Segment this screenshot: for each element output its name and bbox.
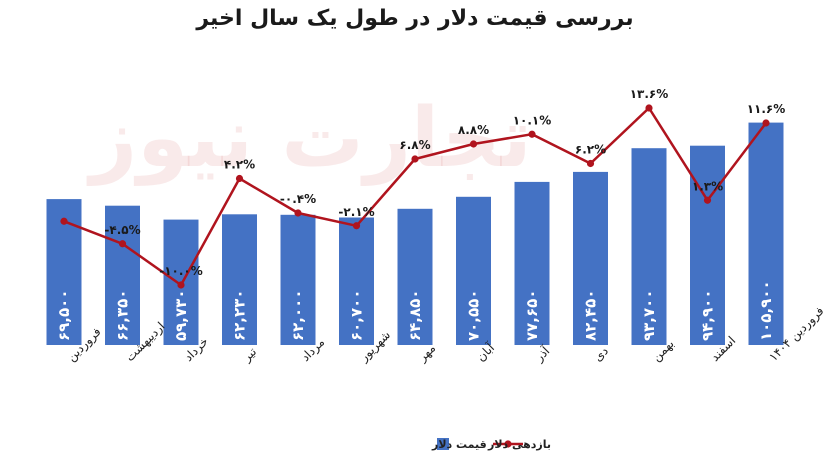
bar[interactable]	[631, 148, 667, 345]
bar[interactable]	[105, 205, 140, 345]
bar[interactable]	[222, 214, 257, 345]
line-point[interactable]	[586, 159, 595, 168]
bar-value-label: ۹۴,۹۰۰	[699, 290, 717, 341]
category-label: دی	[591, 344, 611, 364]
bar[interactable]	[280, 214, 316, 345]
bar-value-label: ۵۹,۷۳۰	[172, 290, 190, 341]
line-value-label: -۴.۵%	[104, 223, 140, 237]
bar[interactable]	[339, 217, 374, 346]
line-series-group	[60, 104, 770, 289]
legend-label-bar: قیمت دلار	[431, 438, 487, 451]
line-value-label: ۴.۲%	[224, 158, 255, 172]
line-point[interactable]	[60, 217, 68, 225]
bar[interactable]	[748, 122, 784, 345]
line-point[interactable]	[703, 196, 712, 204]
watermark-logo: تجارت نیوز	[90, 91, 532, 186]
bar-value-label: ۹۳,۷۰۰	[640, 290, 658, 341]
line-value-label: ۸.۸%	[458, 123, 489, 137]
legend-swatch-bar	[437, 438, 449, 450]
bar[interactable]	[397, 208, 433, 345]
line-point[interactable]	[762, 119, 770, 127]
category-label: تیر	[239, 345, 260, 366]
line-point[interactable]	[352, 222, 361, 230]
line-point[interactable]	[235, 174, 244, 183]
chart-title: بررسی قیمت دلار در طول یک سال اخیر	[196, 6, 634, 31]
line-point[interactable]	[411, 155, 419, 163]
category-label: آذر	[531, 343, 554, 366]
legend: قیمت دلار بازدهی دلار	[431, 438, 551, 451]
line-value-label: ۱۰.۱%	[513, 113, 552, 127]
bar-value-label: ۶۰,۷۰۰	[348, 290, 366, 341]
bar-value-label: ۶۴,۸۵۰	[406, 290, 424, 341]
line-value-label: -۱۰.۰%	[159, 264, 203, 278]
line-point[interactable]	[645, 104, 653, 112]
line-value-label: ۱۳.۶%	[630, 87, 669, 101]
bar-value-label: ۷۰,۵۵۰	[465, 290, 483, 341]
bar-value-label: ۱۰۵,۹۰۰	[757, 280, 775, 341]
line-point[interactable]	[177, 281, 185, 289]
line-value-label: ۱۱.۶%	[747, 102, 786, 116]
bar-value-label: ۶۲,۲۳۰	[231, 290, 249, 341]
bar-value-label: ۶۶,۳۵۰	[114, 290, 132, 341]
line-point[interactable]	[528, 130, 536, 138]
line-point[interactable]	[469, 140, 478, 148]
line-point[interactable]	[118, 240, 127, 248]
legend-swatch-marker	[504, 440, 512, 448]
line-value-label: -۲.۱%	[338, 205, 374, 219]
line-value-label: ۶.۲%	[575, 143, 606, 157]
bar-value-label: ۸۲,۴۵۰	[582, 290, 600, 341]
bar-value-label: ۶۲,۰۰۰	[289, 290, 307, 341]
legend-label-line: بازدهی دلار	[487, 438, 551, 451]
line-value-label: ۱.۳%	[692, 179, 723, 193]
line-value-label: ۶.۸%	[399, 138, 430, 152]
bar-value-label: ۷۷,۶۵۰	[523, 290, 541, 341]
bars-group	[46, 122, 784, 346]
bar[interactable]	[514, 181, 550, 345]
bar[interactable]	[573, 171, 608, 345]
bar[interactable]	[690, 145, 725, 345]
line-point[interactable]	[294, 209, 302, 217]
bar[interactable]	[456, 196, 491, 345]
bar-value-label: ۶۹,۵۰۰	[55, 290, 73, 341]
line-value-label: -۰.۴%	[280, 192, 316, 206]
